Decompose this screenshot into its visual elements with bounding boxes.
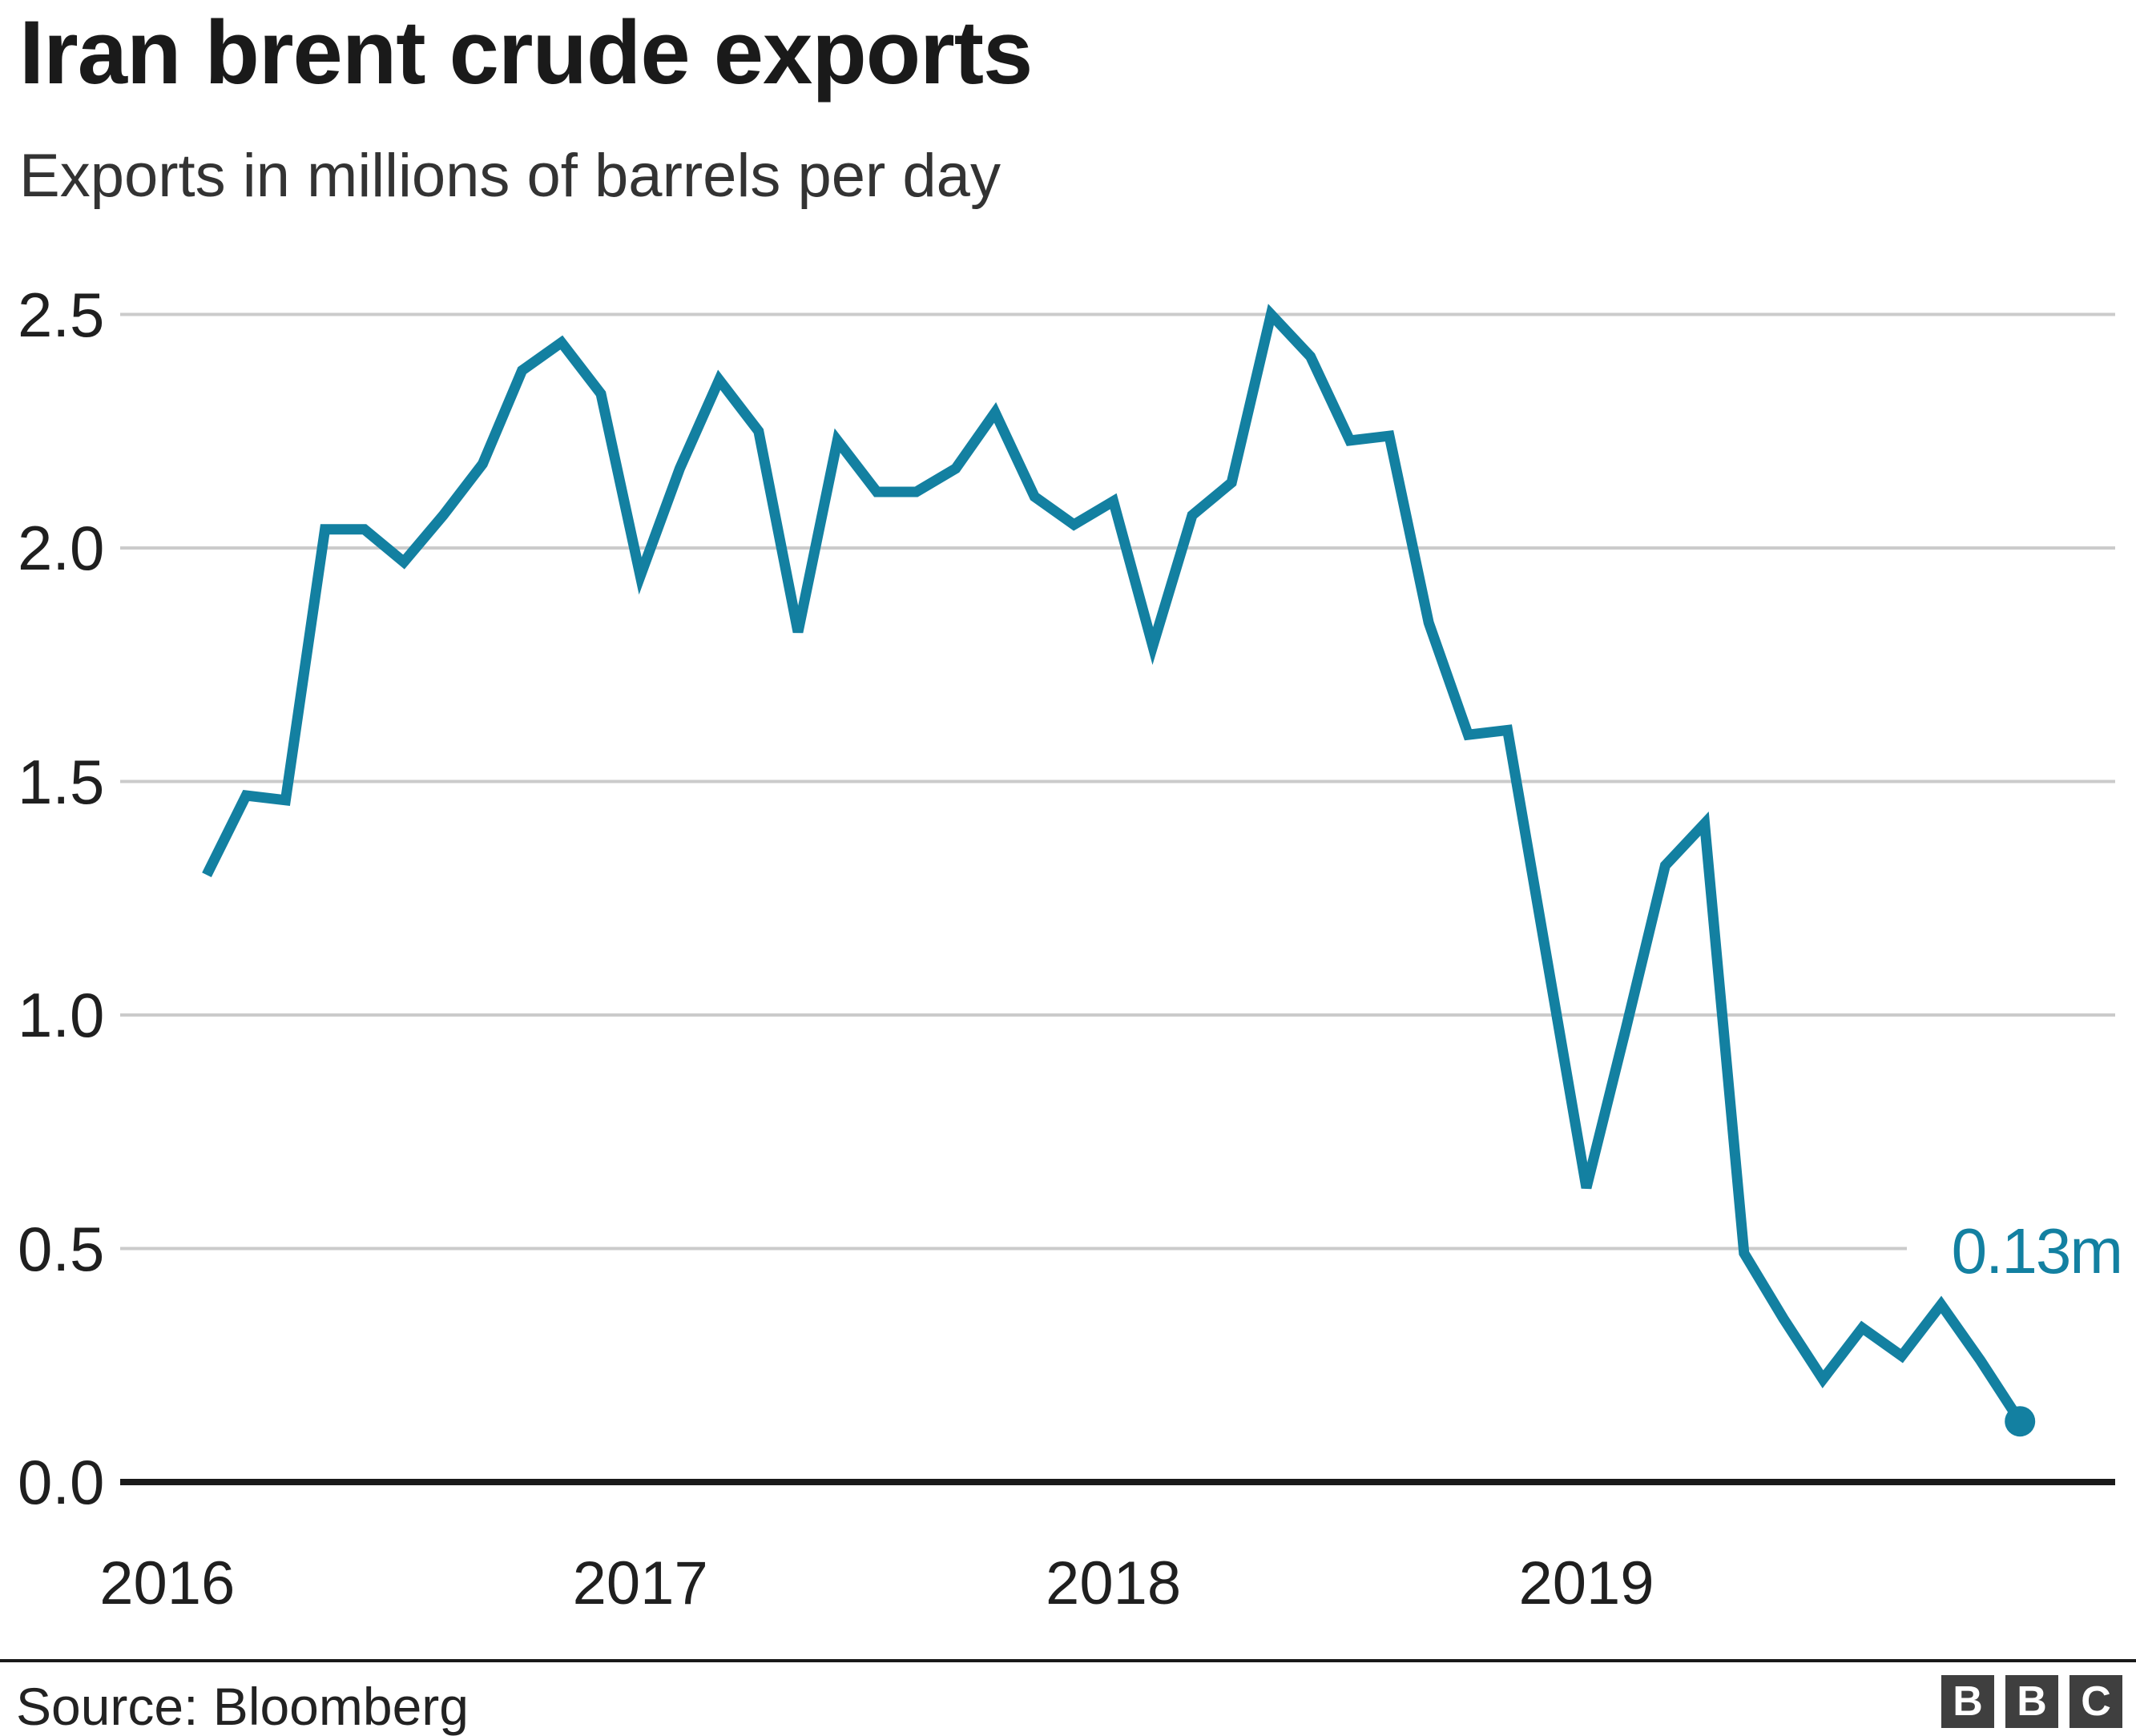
y-axis-label-0.5: 0.5 [18,1213,105,1284]
y-axis-label-2.0: 2.0 [18,513,105,583]
bbc-logo-square: B [1941,1675,1994,1728]
bbc-logo-square: C [2070,1675,2122,1728]
bbc-logo-letter: C [2081,1678,2111,1725]
bbc-logo-letter: B [1953,1678,1983,1725]
page-subtitle: Exports in millions of barrels per day [19,142,1001,210]
y-axis-label-0.0: 0.0 [18,1447,105,1517]
bbc-logo-square: B [2005,1675,2058,1728]
exports-line [202,304,2025,1424]
x-axis-label-2017: 2017 [572,1549,708,1617]
page-title: Iran brent crude exports [19,2,1033,103]
x-axis-label-2018: 2018 [1046,1549,1182,1617]
end-value-label: 0.13m [1951,1215,2123,1287]
source-text: Source: Bloomberg [16,1677,469,1736]
bbc-logo-letter: B [2017,1678,2047,1725]
y-axis-label-2.5: 2.5 [18,279,105,350]
last-point-marker [2005,1406,2036,1437]
y-axis-label-1.0: 1.0 [18,980,105,1050]
bbc-logo: B B C [1941,1675,2122,1728]
x-axis-label-2019: 2019 [1518,1549,1654,1617]
y-axis-label-1.5: 1.5 [18,746,105,817]
x-axis-label-2016: 2016 [99,1549,236,1617]
footer-divider [0,1659,2136,1662]
